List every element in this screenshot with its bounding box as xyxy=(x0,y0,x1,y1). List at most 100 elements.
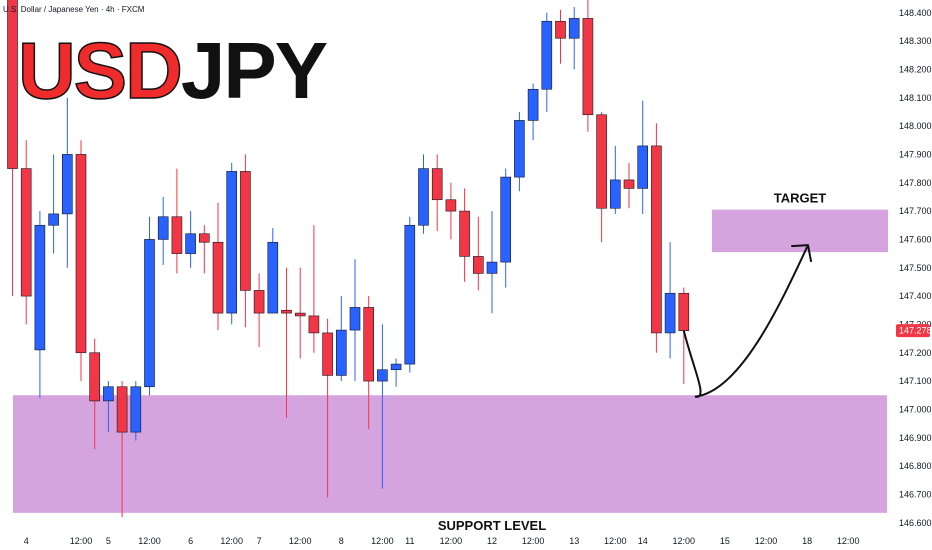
candle-1-body xyxy=(20,168,32,297)
candle-10 xyxy=(144,216,155,396)
candle-4 xyxy=(61,97,73,268)
candle-42 xyxy=(582,0,594,132)
x-tick-label-3: 12:00 xyxy=(138,536,161,546)
x-tick-label-8: 8 xyxy=(339,536,344,546)
candle-4-body xyxy=(61,154,73,215)
target-label: TARGET xyxy=(774,191,827,206)
candle-15 xyxy=(212,202,224,331)
candle-22-body xyxy=(308,315,320,334)
candle-19-body xyxy=(267,241,279,314)
candle-3 xyxy=(48,154,59,254)
x-axis: 4 12:00 5 12:00 6 12:00 7 12:00 8 12:00 11 12:00 12 1… xyxy=(24,536,860,546)
candle-38-body xyxy=(527,88,539,121)
candle-26-body xyxy=(363,307,375,382)
candle-48-body xyxy=(664,292,676,334)
y-tick-label-14: 147.000 xyxy=(899,404,932,414)
candle-25-body xyxy=(349,307,361,331)
candle-1 xyxy=(20,140,32,325)
candle-27 xyxy=(377,324,388,489)
candle-46-body xyxy=(637,145,649,189)
candle-35 xyxy=(486,211,498,314)
candle-28 xyxy=(390,358,402,387)
candle-48 xyxy=(664,242,676,359)
projection-arrow-head xyxy=(791,244,812,263)
x-tick-label-20: 18 xyxy=(802,536,812,546)
current-price-tag-background xyxy=(896,324,930,338)
candle-45 xyxy=(623,162,635,209)
candle-39-body xyxy=(541,20,553,90)
candle-47-body xyxy=(651,145,662,334)
candle-9-body xyxy=(130,386,142,433)
candle-20-body xyxy=(281,309,292,314)
candle-6 xyxy=(89,338,100,450)
candle-33 xyxy=(459,188,470,282)
candle-7-body xyxy=(103,386,114,402)
x-tick-label-6: 7 xyxy=(257,536,262,546)
candle-27-body xyxy=(377,369,388,382)
candle-44 xyxy=(609,145,621,214)
candle-11 xyxy=(157,196,169,265)
candle-29-body xyxy=(404,224,416,365)
candle-18-body xyxy=(253,290,265,314)
x-tick-label-21: 12:00 xyxy=(837,536,860,546)
x-tick-label-2: 5 xyxy=(106,536,111,546)
candle-15-body xyxy=(212,241,224,314)
candle-32-body xyxy=(445,199,457,212)
candle-33-body xyxy=(459,210,470,257)
projection-layer xyxy=(682,244,812,398)
y-tick-label-2: 148.200 xyxy=(899,64,932,74)
candle-8-body xyxy=(116,386,128,433)
x-tick-label-17: 12:00 xyxy=(673,536,696,546)
x-tick-label-18: 15 xyxy=(720,536,730,546)
candle-44-body xyxy=(609,179,621,209)
candle-31-body xyxy=(431,168,443,201)
candle-9 xyxy=(130,381,142,441)
y-tick-label-18: 146.600 xyxy=(899,518,932,528)
candle-39 xyxy=(541,12,553,112)
candle-20 xyxy=(281,267,292,418)
candle-3-body xyxy=(48,213,59,226)
title-part-usd: USD xyxy=(18,26,181,115)
x-tick-label-10: 11 xyxy=(405,536,414,546)
x-tick-label-11: 12:00 xyxy=(440,536,463,546)
y-tick-label-8: 147.600 xyxy=(899,234,932,244)
candle-21-body xyxy=(294,312,306,317)
x-tick-label-16: 14 xyxy=(638,536,648,546)
candle-40 xyxy=(555,9,566,64)
candle-31 xyxy=(431,154,443,231)
candle-36 xyxy=(500,168,512,288)
x-tick-label-15: 12:00 xyxy=(604,536,627,546)
candle-41 xyxy=(568,7,580,70)
title-part-jpy: JPY xyxy=(181,26,328,115)
chart-title: USDJPY xyxy=(18,26,328,115)
candle-37-body xyxy=(514,120,525,178)
candle-13-body xyxy=(185,233,196,254)
candle-40-body xyxy=(555,20,566,39)
x-tick-label-12: 12 xyxy=(487,536,497,546)
candle-22 xyxy=(308,225,320,353)
candle-2 xyxy=(34,211,46,399)
projection-arrow xyxy=(682,244,809,398)
candle-16-body xyxy=(226,171,237,314)
candle-41-body xyxy=(568,18,580,39)
candle-13 xyxy=(185,211,196,268)
candle-38 xyxy=(527,83,539,141)
candle-29 xyxy=(404,216,416,373)
candle-36-body xyxy=(500,176,512,263)
y-tick-label-12: 147.200 xyxy=(899,348,932,358)
candle-0-body xyxy=(7,0,18,169)
x-tick-label-5: 12:00 xyxy=(220,536,243,546)
candle-14-body xyxy=(199,233,210,243)
candle-17 xyxy=(240,154,251,328)
candle-34 xyxy=(472,216,484,291)
candle-46 xyxy=(637,100,649,214)
candle-5 xyxy=(75,140,87,382)
y-tick-label-0: 148.400 xyxy=(899,8,932,18)
y-tick-label-10: 147.400 xyxy=(899,291,932,301)
y-tick-label-5: 147.900 xyxy=(899,149,932,159)
candle-18 xyxy=(253,273,265,348)
candle-17-body xyxy=(240,171,251,291)
candle-42-body xyxy=(582,18,594,116)
candle-21 xyxy=(294,267,306,359)
